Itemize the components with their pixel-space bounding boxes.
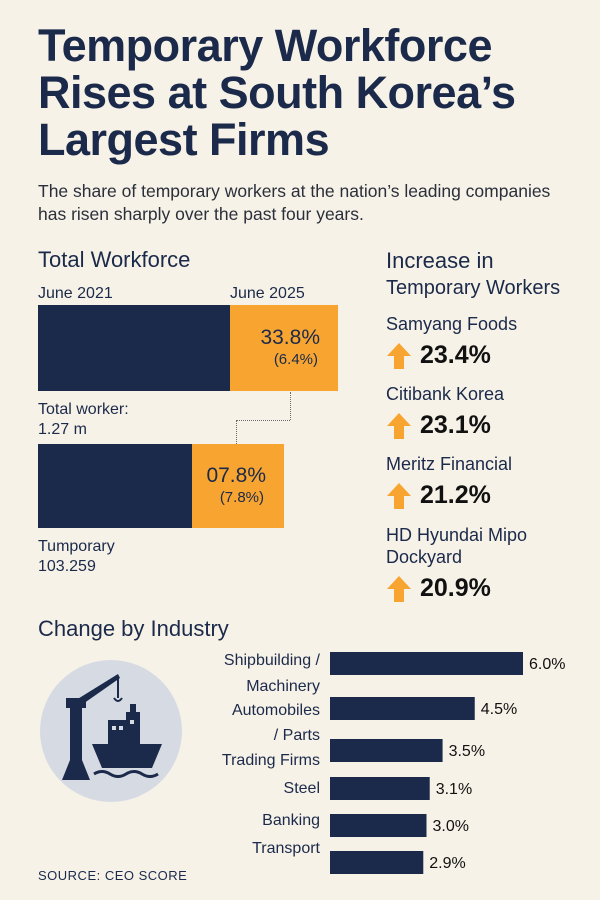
increase-value: 20.9%	[420, 574, 491, 602]
industry-bar	[330, 851, 424, 874]
company-name: Citibank Korea	[386, 384, 505, 404]
industry-category-label: Machinery	[246, 678, 320, 695]
industry-value-label: 3.1%	[436, 781, 472, 798]
connector-line	[236, 420, 290, 421]
industry-category-label: Automobiles	[232, 702, 320, 719]
industry-category-label: Steel	[284, 780, 320, 797]
increase-value: 23.4%	[420, 341, 491, 369]
industry-value-label: 3.5%	[449, 743, 485, 760]
connector-line	[236, 420, 237, 444]
total-workforce-bar-2021	[38, 305, 230, 391]
total-workforce-bar-2025: 33.8% (6.4%)	[230, 305, 338, 391]
shipyard-icon	[40, 660, 182, 802]
increase-value: 21.2%	[420, 481, 491, 509]
increase-heading-line2: Temporary Workers	[386, 277, 561, 299]
temporary-bar-2025: 07.8% (7.8%)	[192, 444, 284, 528]
industry-bar	[330, 777, 430, 800]
connector-line	[290, 392, 291, 420]
increase-item-meritz: Meritz Financial 21.2%	[386, 453, 586, 510]
industry-bar	[330, 652, 523, 675]
industry-category-label: / Parts	[274, 727, 320, 744]
source-note: SOURCE: CEO SCORE	[38, 868, 188, 883]
temporary-pct-sub: (7.8%)	[219, 489, 264, 506]
total-worker-caption: Total worker:	[38, 401, 129, 418]
label-june-2021: June 2021	[38, 285, 113, 302]
temporary-bar-2021	[38, 444, 192, 528]
increase-item-hd-hyundai: HD Hyundai Mipo Dockyard 20.9%	[386, 524, 586, 603]
company-name: Samyang Foods	[386, 314, 518, 334]
company-name: Meritz Financial	[386, 454, 513, 474]
up-arrow-icon	[387, 412, 411, 439]
temporary-caption: Tumporary	[38, 538, 115, 555]
temporary-pct: 07.8%	[206, 464, 266, 487]
industry-bar	[330, 697, 475, 720]
industry-value-label: 2.9%	[429, 855, 465, 872]
industry-bar-chart: 6.0% Shipbuilding / Machinery 4.5% Automobil…	[222, 652, 565, 874]
industry-bar	[330, 739, 443, 762]
industry-value-label: 4.5%	[481, 701, 517, 718]
total-pct: 33.8%	[260, 326, 320, 349]
company-name-line2: Dockyard	[386, 547, 463, 567]
increase-value: 23.1%	[420, 411, 491, 439]
up-arrow-icon	[387, 575, 411, 602]
industry-heading: Change by Industry	[38, 616, 229, 641]
up-arrow-icon	[387, 482, 411, 509]
total-worker-value: 1.27 m	[38, 421, 87, 438]
industry-category-label: Trading Firms	[222, 752, 320, 769]
up-arrow-icon	[387, 342, 411, 369]
industry-bar	[330, 814, 427, 837]
label-june-2025: June 2025	[230, 285, 305, 302]
increase-item-citibank: Citibank Korea 23.1%	[386, 383, 586, 440]
industry-value-label: 6.0%	[529, 656, 565, 673]
temporary-value: 103.259	[38, 558, 96, 575]
workforce-heading: Total Workforce	[38, 247, 191, 272]
increase-heading-line1: Increase in	[386, 248, 494, 273]
total-pct-sub: (6.4%)	[273, 351, 318, 368]
industry-category-label: Shipbuilding /	[224, 652, 321, 669]
increase-item-samyang: Samyang Foods 23.4%	[386, 313, 586, 370]
page-title: Temporary Workforce Rises at South Korea…	[38, 20, 516, 165]
company-name: HD Hyundai Mipo	[386, 525, 528, 545]
industry-value-label: 3.0%	[433, 818, 469, 835]
industry-category-label: Transport	[252, 840, 320, 857]
subtitle: The share of temporary workers at the na…	[38, 181, 551, 224]
industry-category-label: Banking	[262, 812, 320, 829]
